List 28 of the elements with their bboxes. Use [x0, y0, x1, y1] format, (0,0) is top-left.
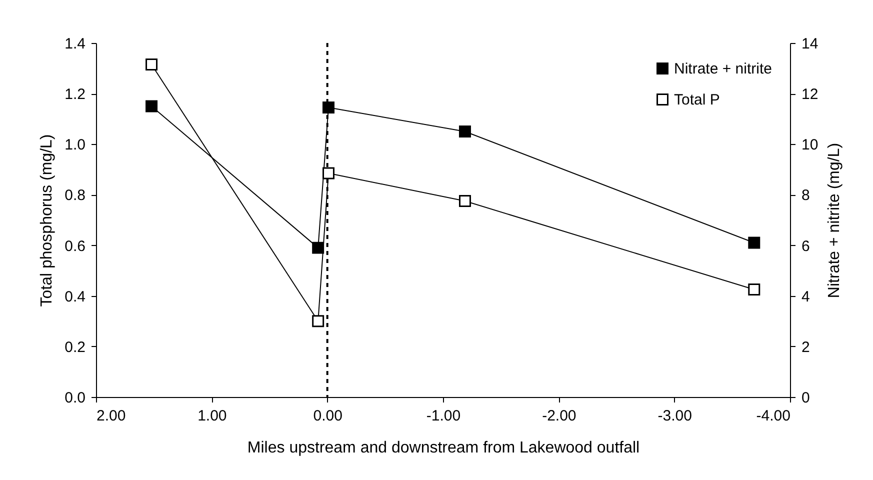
x-tick-label: -1.00 — [426, 408, 461, 424]
y2-axis-title: Nitrate + nitrite (mg/L) — [826, 142, 844, 298]
y2-tick-label: 12 — [802, 86, 818, 104]
y-tick-label: 0.8 — [64, 187, 86, 204]
y-tick-label: 1.4 — [64, 36, 86, 52]
y2-tick-label: 0 — [802, 390, 810, 406]
x-axis-title: Miles upstream and downstream from Lakewood outfall — [247, 440, 640, 456]
y2-tick-label: 4 — [802, 288, 810, 306]
y-tick-label: 0.2 — [64, 338, 86, 356]
x-tick-label: 2.00 — [96, 408, 126, 424]
legend-label: Nitrate + nitrite — [674, 60, 772, 78]
x-tick-label: -3.00 — [658, 408, 692, 424]
y-tick-label: 1.2 — [64, 86, 86, 104]
x-tick-label: 1.00 — [198, 408, 227, 424]
y-tick-label: 0.0 — [64, 390, 86, 406]
y-tick-label: 1.0 — [64, 136, 86, 154]
y2-tick-label: 2 — [802, 338, 810, 356]
y-axis-title: Total phosphorus (mg/L) — [38, 134, 56, 307]
y2-tick-label: 10 — [802, 136, 818, 154]
y-tick-label: 0.4 — [64, 288, 86, 306]
legend-label: Total P — [674, 92, 720, 108]
y2-tick-label: 8 — [802, 187, 810, 204]
y-tick-label: 0.6 — [64, 238, 86, 255]
x-tick-label: -4.00 — [756, 408, 790, 424]
y2-tick-label: 14 — [802, 36, 818, 52]
x-tick-label: -2.00 — [542, 408, 576, 424]
y2-tick-label: 6 — [802, 238, 810, 255]
x-tick-label: 0.00 — [313, 408, 342, 424]
